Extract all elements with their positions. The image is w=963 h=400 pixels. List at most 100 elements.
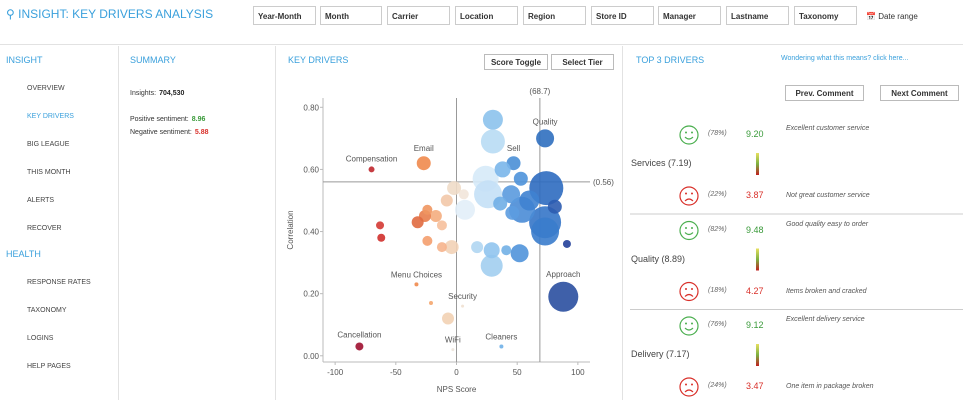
bubble bbox=[429, 210, 442, 223]
sentiment-face bbox=[679, 220, 699, 241]
sentiment-eye bbox=[691, 192, 693, 195]
sentiment-eye bbox=[691, 131, 693, 134]
sentiment-eye bbox=[685, 227, 687, 229]
bubble-label: Compensation bbox=[346, 154, 398, 163]
driver-share: (82%) bbox=[708, 225, 727, 233]
sentiment-eye bbox=[691, 227, 693, 229]
bubble bbox=[494, 161, 511, 178]
bubble bbox=[505, 205, 520, 220]
reference-label: (68.7) bbox=[529, 87, 550, 96]
x-axis-label: NPS Score bbox=[437, 385, 477, 394]
summary-title: SUMMARY bbox=[130, 55, 176, 65]
comment-button[interactable]: Prev. Comment bbox=[785, 85, 864, 101]
date-range[interactable]: 📅 Date range bbox=[866, 12, 918, 21]
bubble bbox=[458, 189, 469, 200]
nav-section: INSIGHT bbox=[6, 55, 43, 65]
y-tick-label: 0.00 bbox=[303, 352, 319, 361]
sentiment-face bbox=[679, 125, 699, 145]
filter-box[interactable]: Manager bbox=[658, 6, 721, 25]
filter-box[interactable]: Month bbox=[320, 6, 382, 25]
nav-item[interactable]: RESPONSE RATES bbox=[27, 279, 91, 286]
bubble-label: Cancellation bbox=[337, 330, 381, 339]
summary-label: Positive sentiment: 8.96 bbox=[130, 116, 206, 123]
sentiment-face bbox=[679, 316, 699, 336]
bubble bbox=[376, 221, 385, 230]
bubble bbox=[436, 242, 447, 253]
nav-item[interactable]: ALERTS bbox=[27, 197, 55, 204]
bubble bbox=[480, 129, 505, 154]
sentiment-face bbox=[679, 281, 699, 302]
x-tick-label: 100 bbox=[571, 368, 585, 377]
driver-share: (76%) bbox=[708, 321, 727, 328]
bubble-label: Email bbox=[414, 144, 434, 153]
filter-box[interactable]: Store ID bbox=[591, 6, 654, 25]
sentiment-mouth bbox=[684, 198, 694, 202]
nav-item[interactable]: HELP PAGES bbox=[27, 363, 71, 370]
driver-comment: Excellent delivery service bbox=[786, 316, 865, 323]
summary-value: 8.96 bbox=[191, 116, 206, 123]
driver-share: (78%) bbox=[708, 130, 727, 137]
bubble bbox=[355, 342, 364, 351]
score-gauge bbox=[756, 248, 759, 271]
sentiment-eye bbox=[691, 383, 693, 386]
score-gauge bbox=[756, 153, 759, 175]
bubble bbox=[422, 204, 433, 215]
toggle-button[interactable]: Select Tier bbox=[551, 54, 614, 70]
sentiment-eye bbox=[685, 131, 687, 134]
driver-score: 4.27 bbox=[746, 285, 764, 296]
nav-item[interactable]: BIG LEAGUE bbox=[27, 141, 70, 148]
summary-value: 704,530 bbox=[159, 90, 185, 97]
filter-box[interactable]: Year-Month bbox=[253, 6, 316, 25]
y-tick-label: 0.80 bbox=[303, 103, 319, 112]
nav-item[interactable]: KEY DRIVERS bbox=[27, 113, 74, 120]
driver-label: Services (7.19) bbox=[631, 158, 692, 168]
nav-item[interactable]: LOGINS bbox=[27, 335, 54, 342]
bubble-label: Security bbox=[448, 292, 477, 301]
filter-box[interactable]: Carrier bbox=[387, 6, 450, 25]
y-axis-label: Correlation bbox=[286, 210, 295, 249]
summary-label: Insights: 704,530 bbox=[130, 90, 185, 97]
driver-comment: Excellent customer service bbox=[786, 125, 870, 132]
x-tick-label: -100 bbox=[327, 368, 344, 377]
comment-button[interactable]: Next Comment bbox=[880, 85, 959, 101]
driver-share: (24%) bbox=[708, 382, 727, 389]
nav-item[interactable]: THIS MONTH bbox=[27, 169, 71, 176]
bubble-label: Cleaners bbox=[485, 332, 517, 341]
driver-score: 9.20 bbox=[746, 129, 764, 139]
separator bbox=[622, 46, 623, 400]
driver-score: 9.12 bbox=[746, 320, 764, 330]
driver-label: Delivery (7.17) bbox=[631, 349, 690, 359]
bubble bbox=[368, 166, 375, 173]
bubble bbox=[429, 300, 434, 305]
bubble-label: Quality bbox=[533, 117, 558, 126]
bubble bbox=[436, 220, 447, 231]
nav-item[interactable]: OVERVIEW bbox=[27, 85, 65, 92]
nav-item[interactable]: TAXONOMY bbox=[27, 307, 67, 314]
sentiment-eye bbox=[685, 322, 687, 325]
toggle-button[interactable]: Score Toggle bbox=[484, 54, 548, 70]
filter-box[interactable]: Lastname bbox=[726, 6, 789, 25]
sentiment-mouth bbox=[684, 232, 694, 236]
bubble bbox=[414, 282, 419, 287]
driver-score: 3.47 bbox=[746, 381, 764, 391]
driver-comment: Not great customer service bbox=[786, 192, 870, 199]
filter-box[interactable]: Region bbox=[523, 6, 586, 25]
sentiment-eye bbox=[691, 322, 693, 325]
y-tick-label: 0.60 bbox=[303, 165, 319, 174]
bubble bbox=[483, 242, 500, 259]
help-link[interactable]: Wondering what this means? click here... bbox=[781, 55, 909, 62]
bubble bbox=[482, 109, 503, 130]
driver-score: 9.48 bbox=[746, 224, 764, 235]
sentiment-face bbox=[679, 377, 699, 397]
nav-item[interactable]: RECOVER bbox=[27, 225, 62, 232]
bubble-label: WiFi bbox=[445, 336, 461, 345]
driver-share: (22%) bbox=[708, 191, 727, 198]
sentiment-mouth bbox=[684, 136, 694, 140]
sentiment-mouth bbox=[684, 327, 694, 331]
filter-box[interactable]: Taxonomy bbox=[794, 6, 857, 25]
bubble-label: Menu Choices bbox=[391, 270, 442, 279]
sentiment-eye bbox=[691, 288, 693, 290]
x-tick-label: -50 bbox=[390, 368, 402, 377]
sentiment-eye bbox=[685, 192, 687, 195]
filter-box[interactable]: Location bbox=[455, 6, 518, 25]
